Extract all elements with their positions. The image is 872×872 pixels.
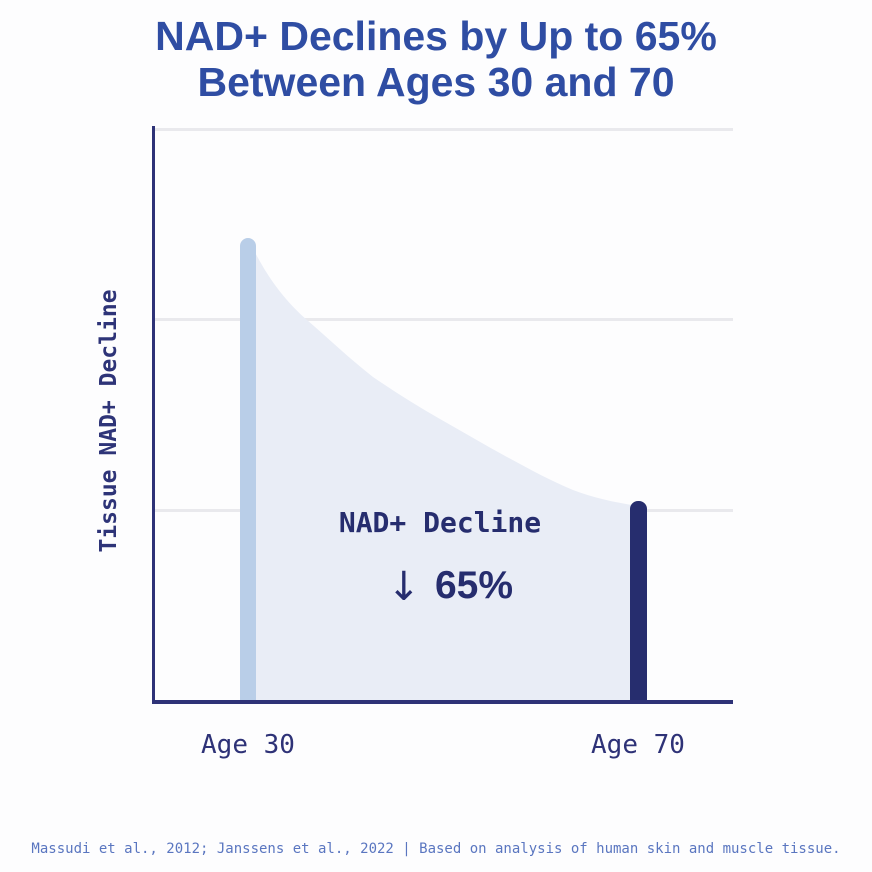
bar-age-70 [630, 501, 647, 702]
x-axis-label-age-70: Age 70 [591, 730, 685, 760]
x-axis-label-age-30: Age 30 [201, 730, 295, 760]
gridline-middle [155, 318, 733, 321]
bar-age-30 [240, 238, 256, 702]
gridline-top [155, 128, 733, 131]
decline-curve-area [248, 238, 639, 700]
source-citation: Massudi et al., 2012; Janssens et al., 2… [31, 841, 841, 857]
y-axis-label: Tissue NAD+ Decline [96, 289, 122, 553]
annotation-label: NAD+ Decline [338, 506, 542, 539]
x-axis-line [152, 700, 733, 704]
decline-percentage: 65% [434, 564, 514, 607]
page-title: NAD+ Declines by Up to 65% Between Ages … [0, 13, 872, 106]
down-arrow-icon: ↓ [386, 564, 421, 610]
title-line-2: Between Ages 30 and 70 [197, 58, 675, 105]
annotation-value: ↓ 65% [330, 564, 570, 610]
title-line-1: NAD+ Declines by Up to 65% [155, 13, 717, 59]
decline-curve-path [248, 238, 639, 700]
y-axis-line [152, 126, 155, 704]
